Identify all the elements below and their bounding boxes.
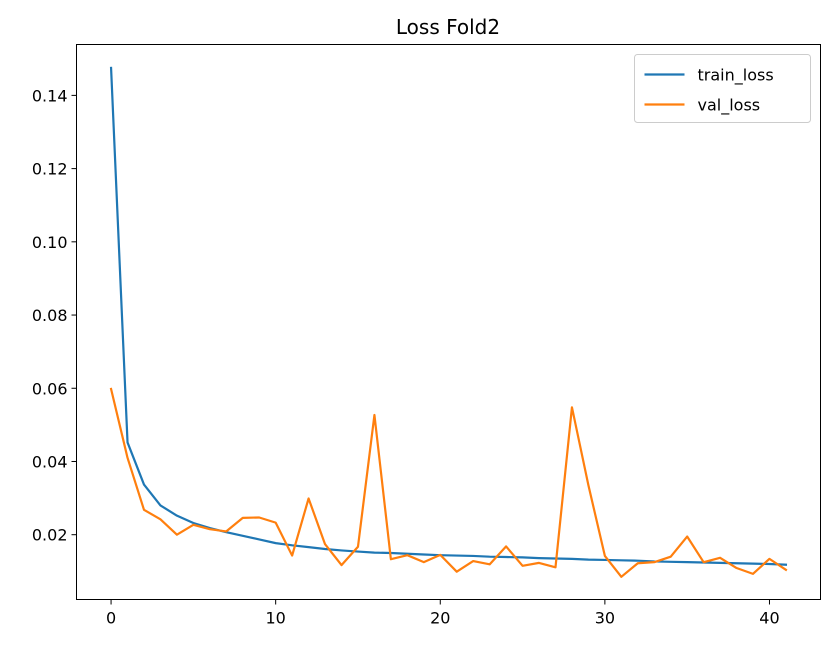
y-tick-label: 0.14 [32,86,68,105]
x-tick-label: 30 [595,609,615,628]
y-tick-label: 0.06 [32,379,68,398]
plot-area [109,66,788,578]
legend-label-val_loss: val_loss [698,96,761,116]
legend-label-train_loss: train_loss [698,66,774,86]
series-line-val_loss [109,387,788,578]
chart-title: Loss Fold2 [396,15,500,39]
x-tick-label: 20 [430,609,450,628]
y-tick-label: 0.02 [32,526,68,545]
x-tick-label: 40 [759,609,779,628]
y-tick-label: 0.12 [32,160,68,179]
axes: 0 10 20 30 40 0.02 0.04 0.06 0.08 0.10 0.12 0.14 [32,86,780,627]
y-tick-label: 0.10 [32,233,68,252]
axes-frame [76,44,821,600]
y-tick-label: 0.04 [32,452,68,471]
x-tick-label: 10 [265,609,285,628]
x-tick-label: 0 [106,609,116,628]
legend: train_loss val_loss [634,54,811,123]
y-tick-label: 0.08 [32,306,68,325]
